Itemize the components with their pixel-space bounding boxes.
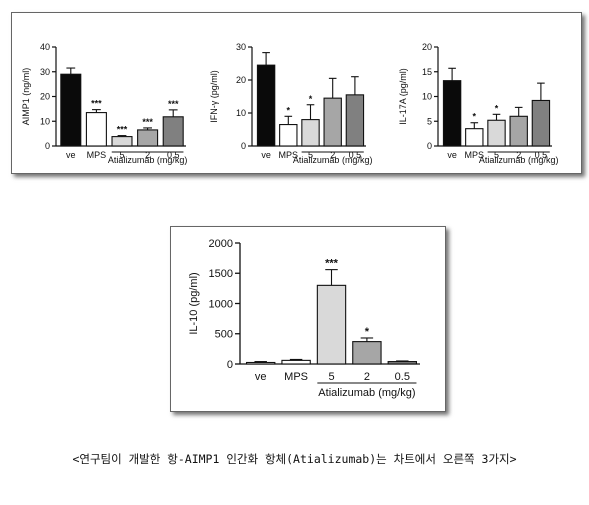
top-figure-panel: 0 10 20 30 40 AIMP1 (ng/ml) ve *** MPS *** 5 *** 2 **… [11, 12, 582, 174]
chart-2: 0 5 10 15 20 IL-17A (pg/ml) ve * MPS * 5 2 0.5Atiali… [398, 42, 558, 165]
bar [137, 129, 159, 147]
x-tick-label: MPS [284, 371, 308, 383]
x-tick-label: ve [447, 150, 457, 160]
x-tick-label: MPS [279, 150, 299, 160]
x-tick-label: 5 [494, 150, 499, 160]
significance-label: *** [325, 258, 339, 270]
x-tick-label: 0.5 [535, 150, 548, 160]
significance-label: *** [117, 125, 128, 135]
x-axis-label: Atializumab (mg/kg) [293, 155, 373, 165]
x-axis-label: Atializumab (mg/kg) [479, 155, 559, 165]
y-tick-label: 0 [241, 141, 246, 151]
x-tick-label: MPS [87, 150, 107, 160]
x-tick-label: 5 [308, 150, 313, 160]
x-axis-label: Atializumab (mg/kg) [108, 155, 188, 165]
y-tick-label: 15 [422, 67, 432, 77]
y-axis-label: AIMP1 (ng/ml) [21, 68, 31, 126]
y-tick-label: 10 [236, 108, 246, 118]
figure-caption: <연구팀이 개발한 항-AIMP1 인간화 항체(Atializumab)는 차… [72, 452, 517, 466]
y-tick-label: 30 [40, 67, 50, 77]
y-tick-label: 20 [422, 42, 432, 52]
y-axis-label: IL-10 (pg/ml) [188, 272, 200, 334]
y-tick-label: 10 [40, 116, 50, 126]
x-tick-label: 2 [330, 150, 335, 160]
y-tick-label: 500 [215, 329, 233, 341]
y-tick-label: 0 [427, 141, 432, 151]
y-tick-label: 40 [40, 42, 50, 52]
y-tick-label: 30 [236, 42, 246, 52]
bar [323, 97, 342, 147]
y-axis-label: IFN-γ (pg/ml) [209, 70, 219, 123]
bar [60, 73, 82, 147]
significance-label: * [365, 326, 370, 338]
y-tick-label: 2000 [209, 238, 233, 250]
x-tick-label: 2 [145, 150, 150, 160]
bar [442, 80, 462, 147]
significance-label: *** [168, 99, 179, 109]
bar [509, 115, 528, 147]
bar [281, 359, 311, 365]
bar [111, 136, 133, 147]
bar [345, 94, 365, 147]
significance-label: * [287, 105, 291, 115]
chart-3: 0 500 1000 1500 2000 IL-10 (pg/ml) ve MPS *** 5 * 2… [188, 238, 420, 399]
bar [352, 341, 382, 365]
x-axis-label: Atializumab (mg/kg) [318, 387, 415, 399]
y-tick-label: 20 [40, 92, 50, 102]
bar [531, 99, 551, 147]
bar [487, 119, 506, 147]
bar [465, 128, 484, 147]
x-tick-label: 0.5 [395, 371, 410, 383]
x-tick-label: ve [66, 150, 76, 160]
bar [301, 119, 320, 147]
y-tick-label: 20 [236, 75, 246, 85]
significance-label: *** [142, 117, 153, 127]
y-tick-label: 0 [45, 141, 50, 151]
significance-label: * [473, 112, 477, 122]
y-axis-label: IL-17A (pg/ml) [398, 68, 408, 125]
bar [316, 284, 347, 365]
bar [256, 64, 276, 147]
bar [245, 361, 276, 365]
x-tick-label: 2 [516, 150, 521, 160]
bar [387, 361, 418, 365]
bar [85, 112, 107, 147]
x-tick-label: ve [255, 371, 267, 383]
y-tick-label: 1500 [209, 268, 233, 280]
x-tick-label: 5 [119, 150, 124, 160]
x-tick-label: ve [261, 150, 271, 160]
significance-label: *** [91, 99, 102, 109]
x-tick-label: 0.5 [349, 150, 362, 160]
y-tick-label: 5 [427, 116, 432, 126]
x-tick-label: MPS [465, 150, 485, 160]
significance-label: * [495, 103, 499, 113]
x-tick-label: 0.5 [167, 150, 180, 160]
chart-0: 0 10 20 30 40 AIMP1 (ng/ml) ve *** MPS *** 5 *** 2 **… [21, 42, 187, 165]
chart-1: 0 10 20 30 IFN-γ (pg/ml) ve * MPS * 5 2 0.5Atializu… [209, 42, 372, 165]
x-tick-label: 2 [364, 371, 370, 383]
y-tick-label: 0 [227, 359, 233, 371]
y-tick-label: 1000 [209, 298, 233, 310]
il10-chart: 0 500 1000 1500 2000 IL-10 (pg/ml) ve MPS *** 5 * 2… [188, 238, 420, 399]
bar [162, 116, 184, 147]
bottom-figure-panel: 0 500 1000 1500 2000 IL-10 (pg/ml) ve MPS *** 5 * 2… [170, 226, 446, 412]
x-tick-label: 5 [328, 371, 334, 383]
bar [279, 124, 298, 147]
significance-label: * [309, 94, 313, 104]
y-tick-label: 10 [422, 92, 432, 102]
